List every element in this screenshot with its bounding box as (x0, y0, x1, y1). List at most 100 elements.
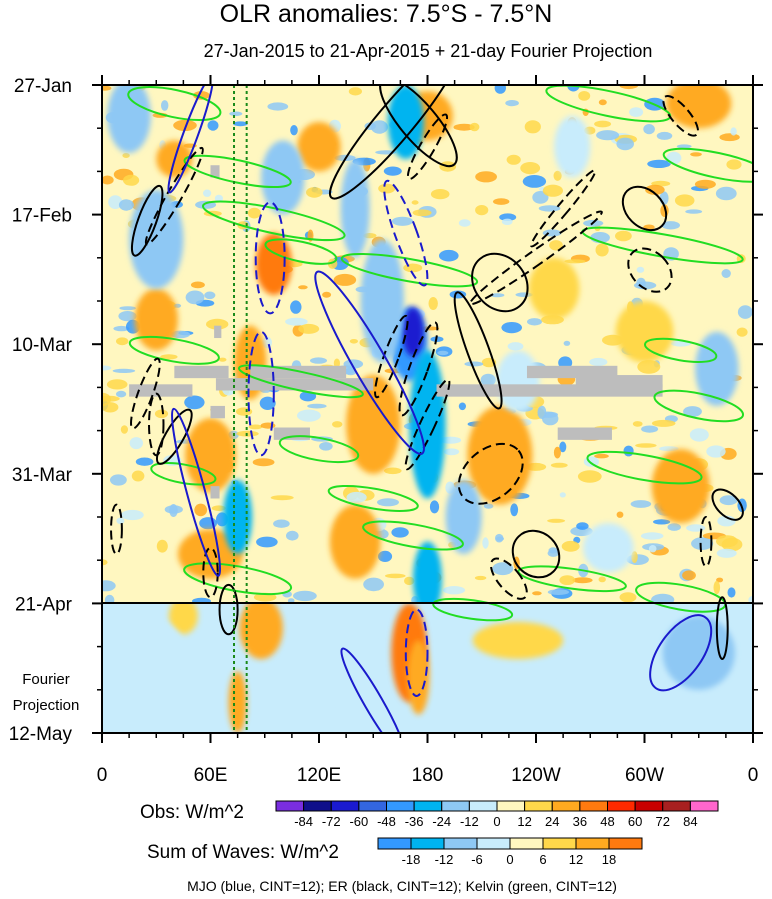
kelvin-contour-8 (150, 462, 217, 486)
texture-patch (510, 503, 519, 517)
texture-patch (719, 133, 740, 142)
kelvin-contour-20 (432, 597, 514, 622)
missing-data-band-9 (557, 427, 612, 440)
waves-colorbar-swatch-0 (377, 837, 412, 850)
waves-colorbar-tick-2: -6 (471, 852, 483, 867)
texture-patch (532, 591, 542, 596)
texture-patch (112, 368, 136, 373)
obs-colorbar-tick-1: -72 (322, 814, 341, 829)
obs-colorbar-tick-4: -36 (405, 814, 424, 829)
texture-patch (637, 360, 661, 374)
y-tick-label-1: 17-Feb (12, 206, 72, 227)
missing-data-band-3 (215, 378, 374, 391)
er-contour-26 (202, 546, 219, 599)
er-contour-6 (471, 252, 529, 313)
obs-anomaly-23 (413, 541, 442, 603)
waves-colorbar-swatch-7 (608, 837, 643, 850)
obs-colorbar: -84 -72 -60 -48 -36 -24 -12 0 12 24 36 48 60 72 84 (275, 800, 719, 829)
texture-patch (332, 421, 343, 428)
obs-anomaly-3 (297, 122, 341, 172)
obs-colorbar-tick-9: 24 (545, 814, 559, 829)
texture-patch (632, 421, 643, 427)
texture-patch (564, 259, 586, 264)
texture-patch (561, 540, 580, 552)
waves-colorbar-swatch-4 (509, 837, 544, 850)
obs-anomaly-30 (583, 523, 634, 573)
texture-patch (131, 470, 145, 482)
texture-patch (385, 573, 406, 579)
mjo-contour-0 (314, 270, 425, 455)
texture-patch (748, 595, 753, 603)
texture-patch (391, 216, 414, 226)
texture-patch (641, 425, 659, 433)
texture-patch (102, 580, 116, 592)
obs-colorbar-tick-0: -84 (294, 814, 313, 829)
texture-patch (505, 100, 519, 107)
waves-anomaly-4 (168, 603, 198, 635)
texture-patch (691, 537, 714, 550)
texture-patch (102, 175, 114, 185)
texture-patch (716, 577, 724, 583)
kelvin-contour-4 (264, 238, 338, 265)
kelvin-contour-0 (127, 86, 222, 122)
waves-colorbar-swatch-6 (575, 837, 610, 850)
texture-patch (184, 395, 205, 410)
texture-patch (293, 590, 317, 602)
kelvin-contour-6 (237, 364, 364, 399)
texture-patch (666, 151, 682, 165)
texture-patch (248, 424, 263, 430)
texture-patch (563, 340, 571, 346)
texture-patch (298, 285, 308, 290)
missing-data-band-12 (210, 486, 220, 499)
texture-patch (490, 293, 505, 298)
texture-patch (116, 390, 127, 398)
texture-patch (576, 522, 589, 530)
texture-patch (482, 537, 489, 549)
texture-patch (475, 205, 489, 216)
texture-patch (674, 194, 695, 207)
texture-patch (348, 87, 362, 96)
waves-colorbar-tick-6: 18 (602, 852, 616, 867)
obs-anomaly-20 (340, 159, 370, 258)
texture-patch (306, 187, 323, 198)
waves-anomaly-7 (554, 665, 663, 733)
texture-patch (229, 111, 243, 117)
obs-colorbar-swatch-13 (634, 800, 664, 812)
texture-patch (553, 446, 561, 459)
texture-patch (383, 166, 402, 176)
missing-data-layer (129, 165, 663, 499)
er-contour-4 (530, 169, 597, 248)
obs-colorbar-tick-8: 12 (517, 814, 531, 829)
mjo-contour-6 (404, 608, 429, 697)
texture-patch (192, 597, 211, 603)
kelvin-contour-15 (644, 337, 718, 363)
kelvin-contour-10 (362, 520, 464, 551)
er-contour-1 (328, 85, 461, 200)
missing-data-band-6 (575, 375, 663, 388)
texture-patch (501, 218, 513, 225)
texture-patch (453, 123, 475, 131)
texture-patch (156, 539, 168, 553)
er-contour-11 (148, 392, 165, 457)
obs-anomaly-27 (695, 331, 739, 406)
texture-patch (391, 527, 409, 538)
texture-patch (493, 198, 510, 205)
x-tick-label-2: 120E (297, 765, 341, 786)
waves-anomaly-6 (328, 634, 383, 709)
missing-data-band-0 (174, 365, 229, 379)
obs-anomaly-8 (651, 449, 710, 524)
texture-patch (298, 323, 320, 334)
texture-patch (161, 100, 169, 111)
y-axis: 27-Jan 17-Feb 10-Mar 31-Mar 21-Apr 12-May (9, 76, 763, 745)
texture-patch (736, 327, 748, 337)
texture-patch (594, 453, 609, 459)
texture-patch (307, 403, 327, 409)
waves-colorbar-tick-0: -18 (402, 852, 421, 867)
texture-patch (267, 102, 289, 111)
texture-patch (270, 495, 294, 501)
texture-patch (520, 162, 541, 175)
texture-patch (119, 306, 136, 311)
texture-patch (287, 598, 295, 603)
kelvin-contour-16 (653, 389, 745, 423)
